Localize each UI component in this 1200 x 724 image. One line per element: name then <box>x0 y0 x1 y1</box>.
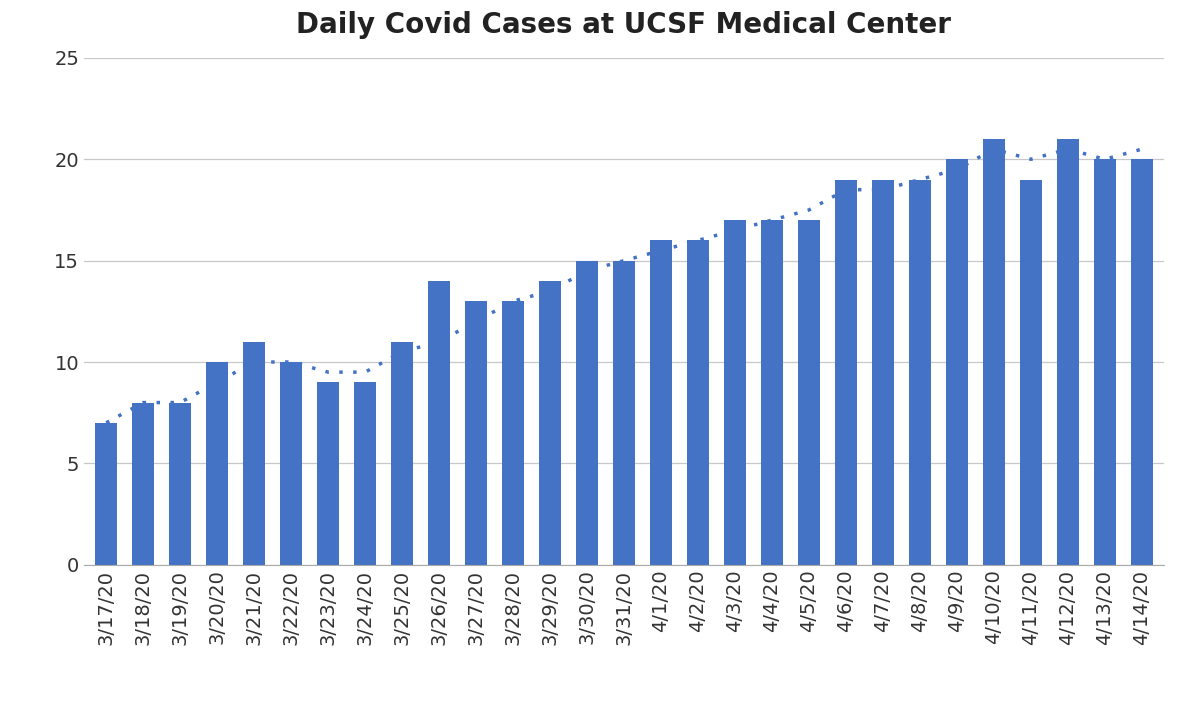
Bar <box>576 261 598 565</box>
Bar <box>502 301 524 565</box>
Bar <box>280 362 302 565</box>
Bar <box>946 159 968 565</box>
Bar <box>650 240 672 565</box>
Bar <box>983 139 1004 565</box>
Title: Daily Covid Cases at UCSF Medical Center: Daily Covid Cases at UCSF Medical Center <box>296 11 952 39</box>
Bar <box>1093 159 1116 565</box>
Bar <box>1057 139 1079 565</box>
Bar <box>391 342 413 565</box>
Bar <box>724 220 746 565</box>
Bar <box>798 220 820 565</box>
Bar <box>761 220 784 565</box>
Bar <box>354 382 376 565</box>
Bar <box>206 362 228 565</box>
Bar <box>169 403 191 565</box>
Bar <box>835 180 857 565</box>
Bar <box>539 281 562 565</box>
Bar <box>613 261 635 565</box>
Bar <box>1020 180 1042 565</box>
Bar <box>244 342 265 565</box>
Bar <box>872 180 894 565</box>
Bar <box>1130 159 1153 565</box>
Bar <box>908 180 931 565</box>
Bar <box>464 301 487 565</box>
Bar <box>317 382 340 565</box>
Bar <box>686 240 709 565</box>
Bar <box>132 403 155 565</box>
Bar <box>428 281 450 565</box>
Bar <box>95 423 118 565</box>
